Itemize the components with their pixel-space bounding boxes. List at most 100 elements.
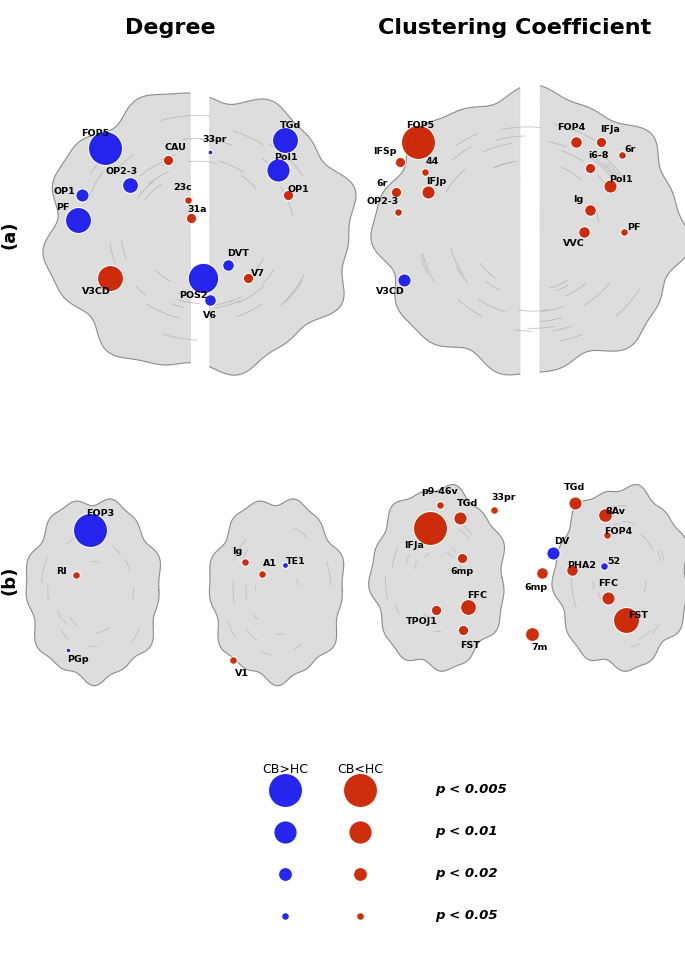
Text: (b): (b): [1, 565, 19, 595]
Text: 33pr: 33pr: [492, 493, 516, 503]
Text: VVC: VVC: [563, 240, 585, 248]
Text: 31a: 31a: [187, 205, 207, 215]
Point: [599, 559, 610, 574]
Text: TGd: TGd: [564, 483, 586, 492]
Point: [430, 602, 441, 617]
Point: [584, 160, 595, 175]
Point: [423, 184, 434, 199]
Text: 52: 52: [608, 558, 621, 566]
Point: [256, 566, 267, 582]
Point: [227, 652, 238, 667]
Text: 6mp: 6mp: [451, 567, 473, 577]
Point: [399, 273, 410, 288]
Point: [84, 522, 95, 537]
Point: [62, 642, 73, 658]
Text: CAU: CAU: [164, 143, 186, 152]
Point: [419, 165, 430, 180]
Text: FOP5: FOP5: [81, 128, 109, 138]
Text: Ig: Ig: [232, 546, 242, 556]
Point: [205, 144, 216, 160]
Text: 6mp: 6mp: [525, 583, 547, 591]
Text: PF: PF: [627, 223, 640, 232]
Text: 33pr: 33pr: [203, 136, 227, 144]
Polygon shape: [540, 86, 685, 372]
Point: [621, 612, 632, 628]
Text: IFJa: IFJa: [404, 540, 424, 550]
Text: FFC: FFC: [467, 590, 487, 600]
Polygon shape: [26, 499, 160, 686]
Text: A1: A1: [263, 559, 277, 567]
Text: 6r: 6r: [624, 144, 636, 153]
Text: (a): (a): [1, 221, 19, 249]
Point: [455, 510, 466, 526]
Polygon shape: [210, 97, 356, 376]
Point: [536, 565, 547, 581]
Point: [73, 212, 84, 227]
Point: [458, 622, 469, 638]
Text: IFSp: IFSp: [373, 147, 397, 157]
Text: FOP4: FOP4: [604, 527, 632, 535]
Point: [355, 824, 366, 840]
Text: Degree: Degree: [125, 18, 215, 38]
Point: [105, 271, 116, 286]
Text: OP1: OP1: [53, 188, 75, 196]
Point: [182, 193, 193, 208]
Text: PHA2: PHA2: [567, 561, 597, 570]
Point: [355, 908, 366, 924]
Text: 7m: 7m: [532, 643, 548, 653]
Text: CB<HC: CB<HC: [337, 763, 383, 776]
Point: [456, 550, 467, 565]
Polygon shape: [43, 93, 190, 365]
Text: V7: V7: [251, 270, 265, 278]
Point: [412, 134, 423, 149]
Text: 6r: 6r: [376, 178, 388, 188]
Point: [197, 271, 208, 286]
Text: 44: 44: [425, 157, 438, 166]
Text: FOP5: FOP5: [406, 121, 434, 131]
Polygon shape: [210, 499, 344, 686]
Text: RI: RI: [57, 566, 67, 576]
Text: PGp: PGp: [67, 656, 89, 664]
Text: PF: PF: [56, 203, 70, 213]
Text: 23c: 23c: [173, 184, 192, 193]
Text: p < 0.005: p < 0.005: [435, 784, 507, 796]
Point: [99, 141, 110, 156]
Point: [488, 503, 499, 518]
Text: 8Av: 8Av: [605, 507, 625, 515]
Text: p < 0.01: p < 0.01: [435, 825, 497, 839]
Point: [599, 508, 610, 523]
Point: [279, 782, 290, 797]
Point: [390, 184, 401, 199]
Point: [547, 545, 558, 560]
Polygon shape: [369, 484, 504, 671]
Point: [205, 293, 216, 308]
Point: [186, 210, 197, 225]
Text: V1: V1: [235, 668, 249, 678]
Point: [527, 626, 538, 641]
Text: CB>HC: CB>HC: [262, 763, 308, 776]
Point: [355, 867, 366, 882]
Point: [566, 562, 577, 578]
Text: DV: DV: [554, 536, 570, 545]
Point: [601, 528, 612, 543]
Text: TGd: TGd: [280, 121, 301, 131]
Text: p < 0.05: p < 0.05: [435, 909, 497, 923]
Text: IFJa: IFJa: [600, 125, 620, 135]
Point: [395, 154, 406, 169]
Text: V3CD: V3CD: [82, 288, 110, 297]
Text: DVT: DVT: [227, 249, 249, 258]
Text: OP2-3: OP2-3: [106, 168, 138, 176]
Point: [605, 178, 616, 194]
Text: PoI1: PoI1: [274, 153, 298, 163]
Text: IFJp: IFJp: [426, 176, 446, 186]
Text: FST: FST: [628, 612, 648, 620]
Point: [584, 202, 595, 218]
Text: PoI1: PoI1: [609, 175, 633, 185]
Point: [619, 224, 630, 240]
Point: [603, 590, 614, 606]
Text: V6: V6: [203, 310, 217, 320]
Text: OP2-3: OP2-3: [367, 197, 399, 206]
Point: [279, 132, 290, 147]
Text: Clustering Coefficient: Clustering Coefficient: [378, 18, 651, 38]
Point: [162, 152, 173, 168]
